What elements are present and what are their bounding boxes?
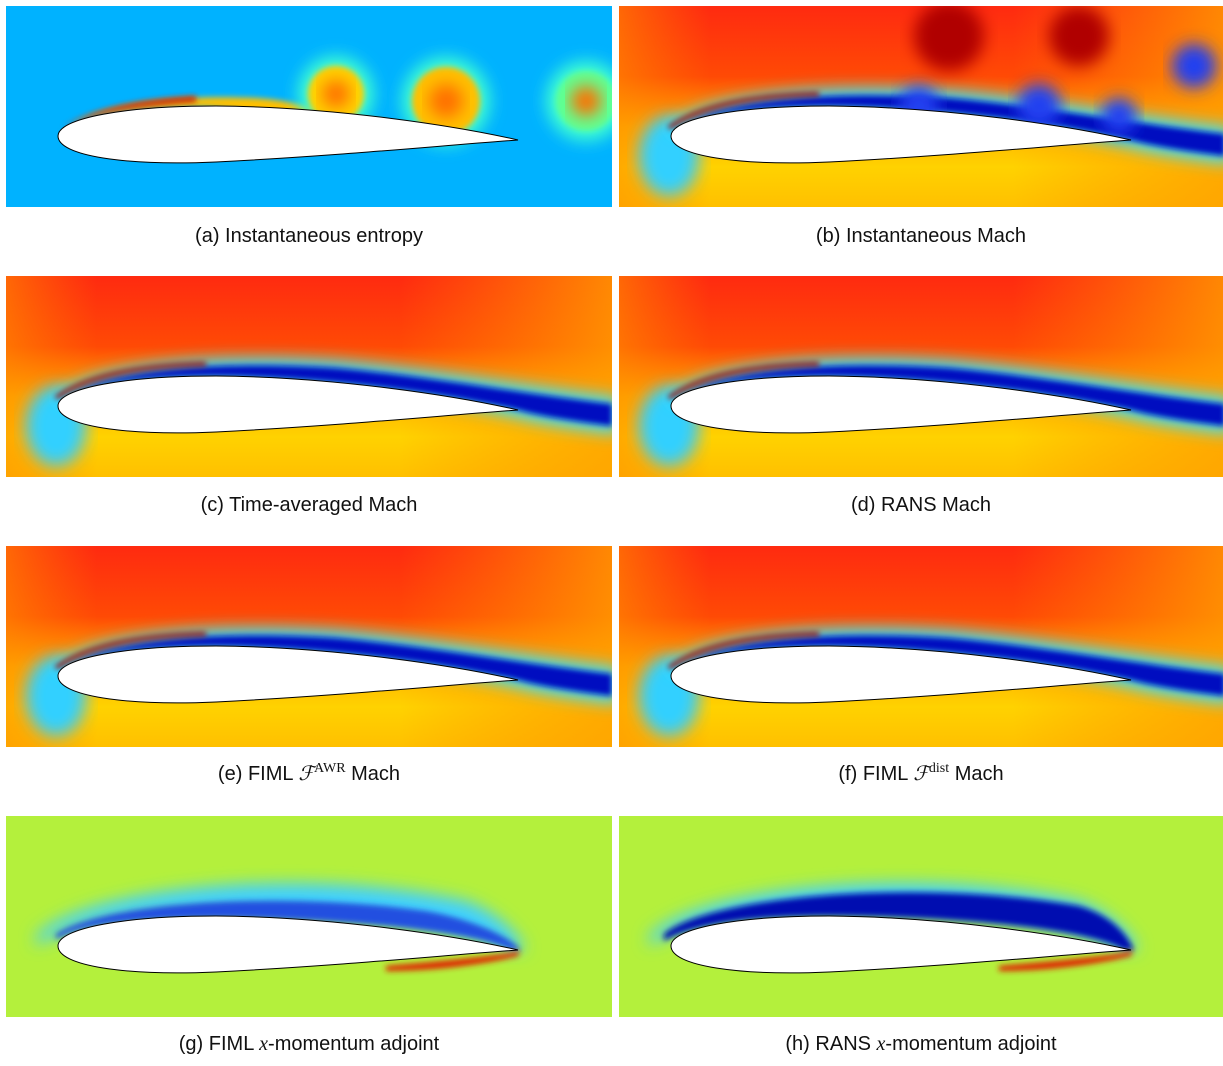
vortex	[1101, 98, 1137, 134]
shear-core	[62, 96, 196, 128]
flow-panel	[6, 6, 612, 207]
airfoil	[670, 105, 1132, 164]
caption: (h) RANS x-momentum adjoint	[785, 1033, 1057, 1055]
edge-peak	[667, 362, 820, 400]
separated-layer	[673, 635, 1223, 696]
red-streak	[386, 951, 520, 971]
airfoil	[57, 105, 519, 164]
caption: (e) FIML ℱAWR Mach	[218, 761, 400, 785]
airfoil	[670, 375, 1132, 434]
separated-layer	[60, 365, 612, 426]
airfoil	[670, 915, 1132, 974]
flow-panel	[6, 276, 612, 477]
caption: (b) Instantaneous Mach	[816, 225, 1026, 247]
flow-panel	[619, 546, 1223, 747]
adjoint-band	[56, 900, 521, 950]
red-streak	[999, 951, 1133, 971]
flow-panel	[6, 546, 612, 747]
high-speed-cell	[914, 6, 984, 71]
airfoil	[57, 375, 519, 434]
airfoil	[57, 915, 519, 974]
caption: (g) FIML x-momentum adjoint	[179, 1033, 440, 1055]
caption: (d) RANS Mach	[851, 494, 991, 516]
vortex-core	[571, 86, 601, 116]
airfoil	[57, 645, 519, 704]
flow-panel	[619, 276, 1223, 477]
edge-peak	[667, 632, 820, 670]
vortex-core	[429, 84, 463, 118]
edge-peak	[667, 92, 820, 130]
flow-panel	[619, 816, 1223, 1017]
separated-layer	[673, 365, 1223, 426]
vortex	[1172, 44, 1216, 88]
separated-layer	[60, 635, 612, 696]
adjoint-band	[664, 892, 1134, 950]
edge-peak	[54, 632, 207, 670]
edge-peak	[54, 362, 207, 400]
flow-panel	[619, 6, 1223, 207]
vortex-core	[322, 80, 350, 108]
flow-panel	[6, 816, 612, 1017]
airfoil	[670, 645, 1132, 704]
high-speed-cell	[1049, 6, 1109, 66]
halo	[36, 883, 526, 950]
caption: (f) FIML ℱdist Mach	[838, 761, 1003, 785]
caption: (a) Instantaneous entropy	[195, 225, 423, 247]
caption: (c) Time-averaged Mach	[201, 494, 418, 516]
vortex	[1017, 84, 1061, 128]
